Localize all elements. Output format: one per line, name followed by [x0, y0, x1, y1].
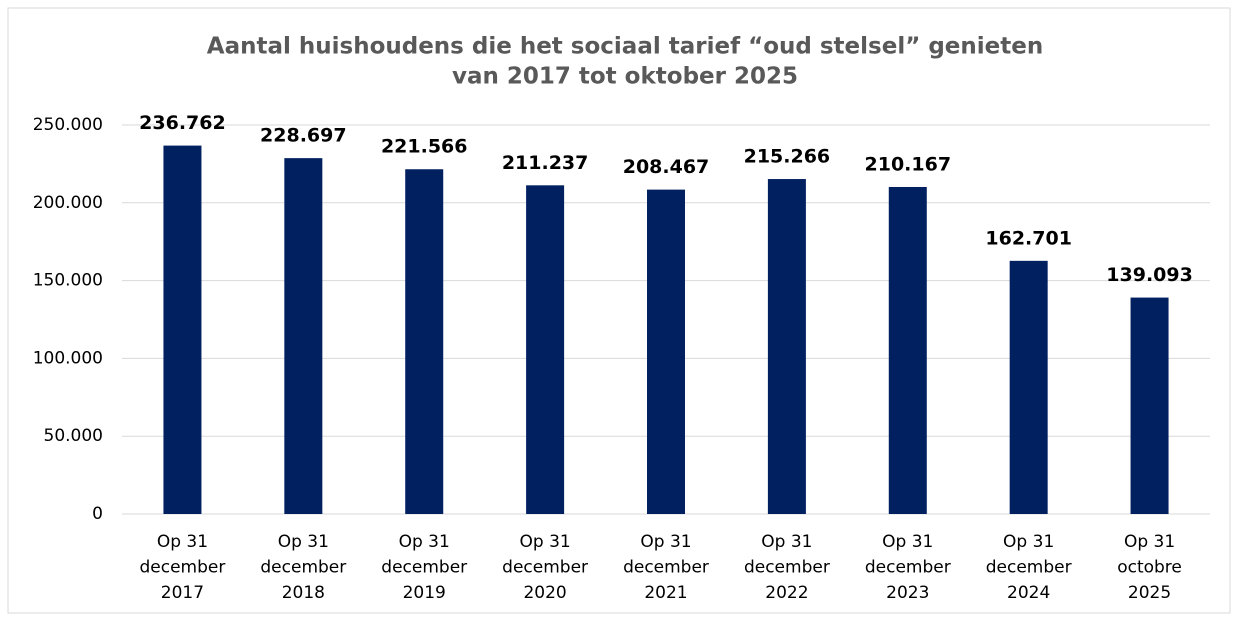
- x-tick-label: Op 31: [882, 532, 933, 552]
- y-tick-label: 100.000: [33, 348, 103, 368]
- x-tick-label: 2025: [1128, 583, 1171, 603]
- x-tick-label: december: [744, 558, 830, 578]
- y-tick-label: 200.000: [33, 193, 103, 213]
- x-tick-label: december: [381, 558, 467, 578]
- x-tick-label: december: [986, 558, 1072, 578]
- y-tick-label: 0: [92, 504, 103, 524]
- bar: [284, 158, 323, 514]
- chart-title: Aantal huishoudens die het sociaal tarie…: [207, 34, 1043, 60]
- x-tick-label: 2024: [1007, 583, 1050, 603]
- value-label: 221.566: [381, 136, 468, 158]
- x-tick-label: Op 31: [278, 532, 329, 552]
- bar: [1130, 297, 1169, 514]
- bar: [647, 189, 685, 514]
- bar: [767, 179, 806, 515]
- chart-title: van 2017 tot oktober 2025: [452, 64, 798, 90]
- x-tick-label: december: [260, 558, 346, 578]
- x-tick-label: 2022: [765, 583, 808, 603]
- bar: [888, 186, 927, 514]
- x-tick-label: 2020: [523, 583, 566, 603]
- x-tick-label: Op 31: [399, 532, 450, 552]
- x-tick-label: december: [623, 558, 709, 578]
- x-tick-label: 2018: [282, 583, 325, 603]
- value-label: 215.266: [744, 146, 831, 168]
- y-tick-label: 50.000: [44, 426, 103, 446]
- x-tick-label: december: [865, 558, 951, 578]
- x-tick-label: 2019: [403, 583, 446, 603]
- x-tick-label: Op 31: [157, 532, 208, 552]
- x-tick-label: octobre: [1117, 558, 1182, 578]
- x-tick-label: 2017: [161, 583, 204, 603]
- x-tick-label: 2021: [644, 583, 687, 603]
- bar: [1009, 260, 1048, 514]
- value-label: 211.237: [502, 152, 589, 174]
- bar: [526, 185, 565, 514]
- value-label: 208.467: [623, 156, 710, 178]
- x-tick-label: december: [140, 558, 226, 578]
- value-label: 236.762: [139, 112, 226, 134]
- x-tick-label: Op 31: [640, 532, 691, 552]
- y-tick-label: 250.000: [33, 115, 103, 135]
- bar: [405, 169, 444, 515]
- y-tick-label: 150.000: [33, 271, 103, 291]
- x-tick-label: Op 31: [520, 532, 571, 552]
- x-tick-label: Op 31: [1124, 532, 1175, 552]
- x-tick-label: Op 31: [761, 532, 812, 552]
- value-label: 139.093: [1106, 264, 1193, 286]
- x-tick-label: 2023: [886, 583, 929, 603]
- value-label: 228.697: [260, 125, 347, 147]
- value-label: 162.701: [985, 227, 1072, 249]
- value-label: 210.167: [865, 153, 952, 175]
- x-tick-label: december: [502, 558, 588, 578]
- bar: [163, 145, 202, 514]
- x-tick-label: Op 31: [1003, 532, 1054, 552]
